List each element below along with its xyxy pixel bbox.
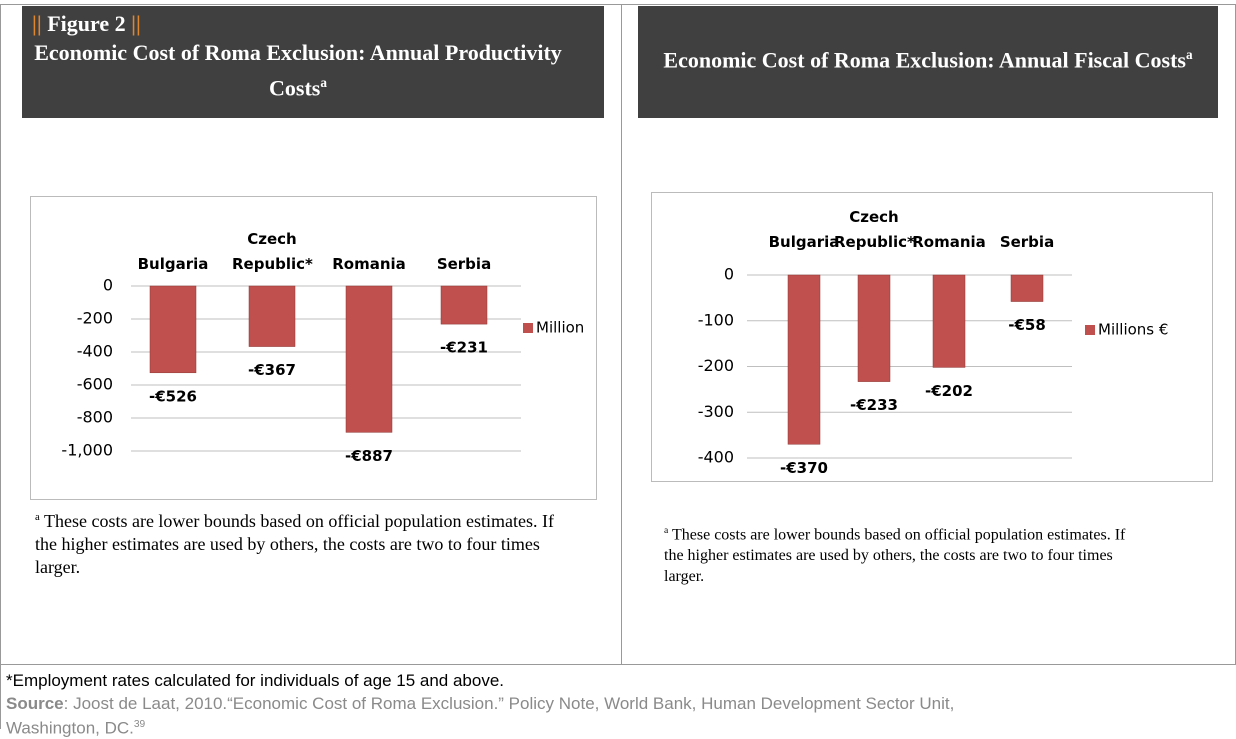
note-text: These costs are lower bounds based on of… — [35, 511, 555, 577]
value-label: -€367 — [248, 361, 296, 379]
x-tick-label: Czech Republic* — [232, 230, 313, 273]
title-sup: a — [1185, 47, 1193, 62]
value-label: -€370 — [780, 459, 828, 477]
footnote: *Employment rates calculated for individ… — [6, 671, 505, 690]
x-tick-label: Serbia — [436, 255, 492, 273]
y-tick-label: 0 — [724, 265, 734, 284]
header-band: || Figure 2 || Economic Cost of Roma Exc… — [22, 6, 604, 118]
y-tick-label: -300 — [698, 402, 734, 421]
note-marker: a — [664, 525, 669, 536]
title-text: Economic Cost of Roma Exclusion: Annual … — [34, 40, 562, 101]
bar — [857, 274, 891, 382]
border — [0, 664, 1236, 665]
value-label: -€887 — [345, 447, 393, 465]
bar — [932, 274, 966, 368]
title-text: Economic Cost of Roma Exclusion: Annual … — [663, 47, 1186, 73]
chart-note: a These costs are lower bounds based on … — [35, 506, 555, 579]
chart: 0 -200 -400 -600 -800 -1,000 -€526 -€367 -€887 -€… — [30, 196, 597, 500]
x-tick-label: Bulgaria — [768, 233, 840, 251]
value-label: -€233 — [850, 396, 898, 414]
x-tick-label: Serbia — [999, 233, 1055, 251]
legend-swatch — [1085, 325, 1095, 335]
x-tick-label: Romania — [332, 255, 406, 273]
title-sup: a — [320, 75, 327, 90]
plot: 0 -200 -400 -600 -800 -1,000 -€526 -€367 -€887 -€… — [61, 276, 584, 465]
marker: || — [32, 11, 42, 36]
legend-swatch — [523, 323, 533, 333]
x-tick-label: Romania — [912, 233, 986, 251]
bar — [248, 285, 296, 347]
y-tick-label: -600 — [77, 375, 113, 394]
x-tick-label: Czech Republic* — [834, 208, 915, 251]
header-band: Economic Cost of Roma Exclusion: Annual … — [638, 6, 1218, 118]
y-tick-label: -400 — [77, 342, 113, 361]
y-tick-label: -1,000 — [61, 441, 113, 460]
legend-label: Million — [536, 319, 584, 337]
chart-note: a These costs are lower bounds based on … — [664, 520, 1134, 587]
legend-label: Millions € — [1098, 321, 1168, 339]
border — [0, 4, 1236, 5]
bar — [149, 285, 197, 374]
value-label: -€58 — [1008, 316, 1046, 334]
value-label: -€231 — [440, 339, 488, 357]
note-text: These costs are lower bounds based on of… — [664, 526, 1126, 586]
y-tick-label: -400 — [698, 448, 734, 467]
border — [621, 4, 622, 664]
x-tick-label: Bulgaria — [137, 255, 209, 273]
y-tick-label: -800 — [77, 408, 113, 427]
y-tick-label: -200 — [698, 356, 734, 375]
note-marker: a — [35, 511, 40, 523]
y-tick-label: 0 — [103, 276, 113, 295]
plot: 0 -100 -200 -300 -400 -€370 -€233 -€202 -€58 Mill… — [698, 265, 1169, 477]
bar — [1010, 274, 1044, 302]
figure-label-text: Figure 2 — [47, 11, 126, 36]
value-label: -€202 — [925, 382, 973, 400]
source: Source: Joost de Laat, 2010.“Economic Co… — [6, 693, 1006, 739]
source-label: Source — [6, 694, 64, 713]
value-label: -€526 — [149, 387, 197, 405]
figure-label: || Figure 2 || — [32, 10, 564, 38]
bar — [345, 285, 393, 433]
bar — [787, 274, 821, 445]
chart-title: Economic Cost of Roma Exclusion: Annual … — [32, 38, 564, 103]
bar — [440, 285, 488, 325]
source-sup: 39 — [133, 719, 146, 730]
y-tick-label: -200 — [77, 309, 113, 328]
chart: 0 -100 -200 -300 -400 -€370 -€233 -€202 -€58 Mill… — [651, 192, 1213, 482]
border — [0, 4, 1, 729]
source-text: : Joost de Laat, 2010.“Economic Cost of … — [6, 694, 955, 738]
y-tick-label: -100 — [698, 310, 734, 329]
marker: || — [131, 11, 141, 36]
